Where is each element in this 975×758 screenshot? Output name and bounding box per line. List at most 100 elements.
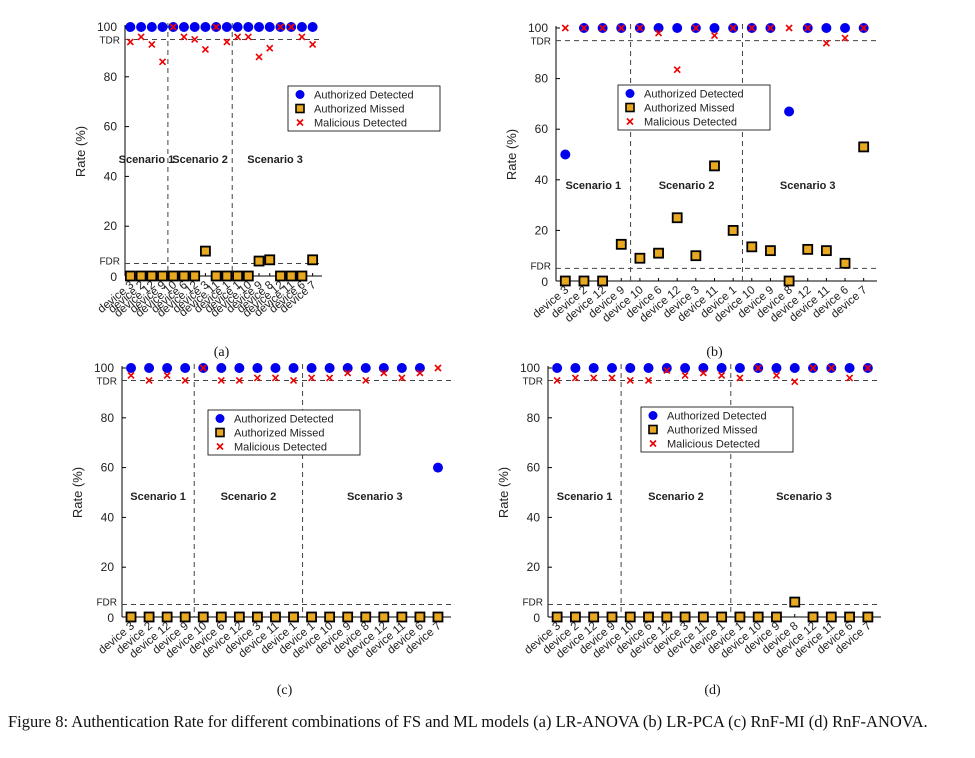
legend-marker-malicious-detected [626,117,634,126]
authorized-missed-point [578,275,590,287]
authorized-detected-point [698,363,709,373]
malicious-detected-point [860,24,868,32]
malicious-cross-stroke [772,371,781,380]
authorized-missed-point [697,611,709,623]
authorized-missed-point [157,270,168,282]
legend-marker-authorized-detected [648,411,658,420]
malicious-detected-point [127,371,135,380]
malicious-cross-stroke [846,374,854,382]
authorized-detected-point [254,22,265,32]
y-axis-label: Rate (%) [70,467,85,518]
authorized-detected-point [784,106,795,117]
authorized-missed-point [124,270,136,282]
malicious-detected-point [287,23,295,31]
y-tick-label: 0 [533,611,540,625]
y-tick-label: 80 [527,411,541,425]
legend-entry: Malicious Detected [234,442,327,454]
y-tick-label: 40 [104,169,118,183]
malicious-cross-stroke [163,371,171,380]
malicious-detected-point [580,24,588,32]
authorized-missed-point [232,270,243,282]
tdr-label: TDR [522,376,543,387]
authorized-detected-point [709,23,720,33]
malicious-cross-stroke [201,45,209,53]
authorized-missed-point [200,245,211,257]
authorized-missed-point [716,611,728,623]
figure-caption: Figure 8: Authentication Rate for differ… [8,712,928,731]
malicious-cross-stroke [636,24,644,32]
malicious-cross-stroke [822,39,830,47]
malicious-detected-point [191,35,199,44]
malicious-cross-stroke [145,376,153,385]
malicious-cross-stroke [416,369,424,377]
authorized-missed-point [342,611,354,623]
y-tick-label: 60 [535,122,549,136]
legend-entry: Malicious Detected [667,439,760,451]
legend-cross-stroke [216,442,224,451]
authorized-detected-point [252,363,263,373]
malicious-cross-stroke [191,35,199,44]
legend-box [287,85,441,132]
malicious-detected-point [212,23,220,31]
malicious-cross-stroke [148,40,156,48]
malicious-detected-point [785,24,793,32]
malicious-detected-point [416,369,424,377]
scenario-label: Scenario 1 [130,491,186,503]
legend-entry: Authorized Missed [644,103,735,115]
malicious-detected-point [398,374,406,382]
scenario-label: Scenario 3 [247,154,303,166]
legend-entry: Authorized Detected [667,411,767,423]
malicious-cross-stroke [271,374,280,382]
authorized-detected-point [232,22,243,32]
malicious-cross-stroke [692,24,700,32]
authorized-missed-point [275,270,286,282]
authorized-detected-point [560,149,571,160]
authorized-detected-point [552,363,563,373]
y-axis-label: Rate (%) [73,126,88,177]
malicious-detected-point [626,376,634,385]
authorized-missed-point [597,275,609,287]
malicious-cross-stroke [127,371,135,380]
malicious-detected-point [636,24,644,32]
malicious-detected-point [235,376,243,385]
authorized-detected-point [126,363,137,373]
malicious-detected-point [289,376,298,385]
malicious-cross-stroke [126,38,134,46]
panel-label: (a) [214,345,230,360]
legend: Authorized Detected Authorized Missed Mali… [287,85,441,132]
malicious-cross-stroke [289,376,298,385]
malicious-detected-point [145,376,153,385]
authorized-missed-point [709,160,720,172]
fdr-label: FDR [99,257,120,268]
legend-marker-malicious-detected [216,442,224,451]
malicious-cross-stroke [244,33,252,41]
malicious-cross-stroke [673,66,681,74]
authorized-missed-point [807,611,819,623]
legend-entry: Malicious Detected [314,118,407,130]
malicious-cross-stroke [736,374,744,382]
malicious-detected-point [344,369,352,377]
authorized-detected-point [296,22,307,32]
authorized-missed-point [414,611,426,623]
y-tick-label: 60 [527,461,541,475]
y-tick-label: 60 [101,461,115,475]
malicious-detected-point [590,374,598,382]
authorized-missed-point [802,243,814,255]
malicious-cross-stroke [181,376,189,385]
malicious-cross-stroke [626,376,634,385]
authorized-detected-point [789,363,800,373]
authorized-missed-point [252,611,263,623]
malicious-detected-point [181,376,189,385]
malicious-cross-stroke [298,33,306,41]
authorized-detected-point [360,363,371,373]
legend-box [207,409,361,456]
authorized-detected-point [288,363,299,373]
malicious-detected-point [729,24,737,32]
malicious-detected-point [326,374,334,382]
authorized-detected-point [324,363,335,373]
malicious-cross-stroke [398,374,406,382]
authorized-missed-point [135,270,147,282]
authorized-missed-point [242,270,254,282]
